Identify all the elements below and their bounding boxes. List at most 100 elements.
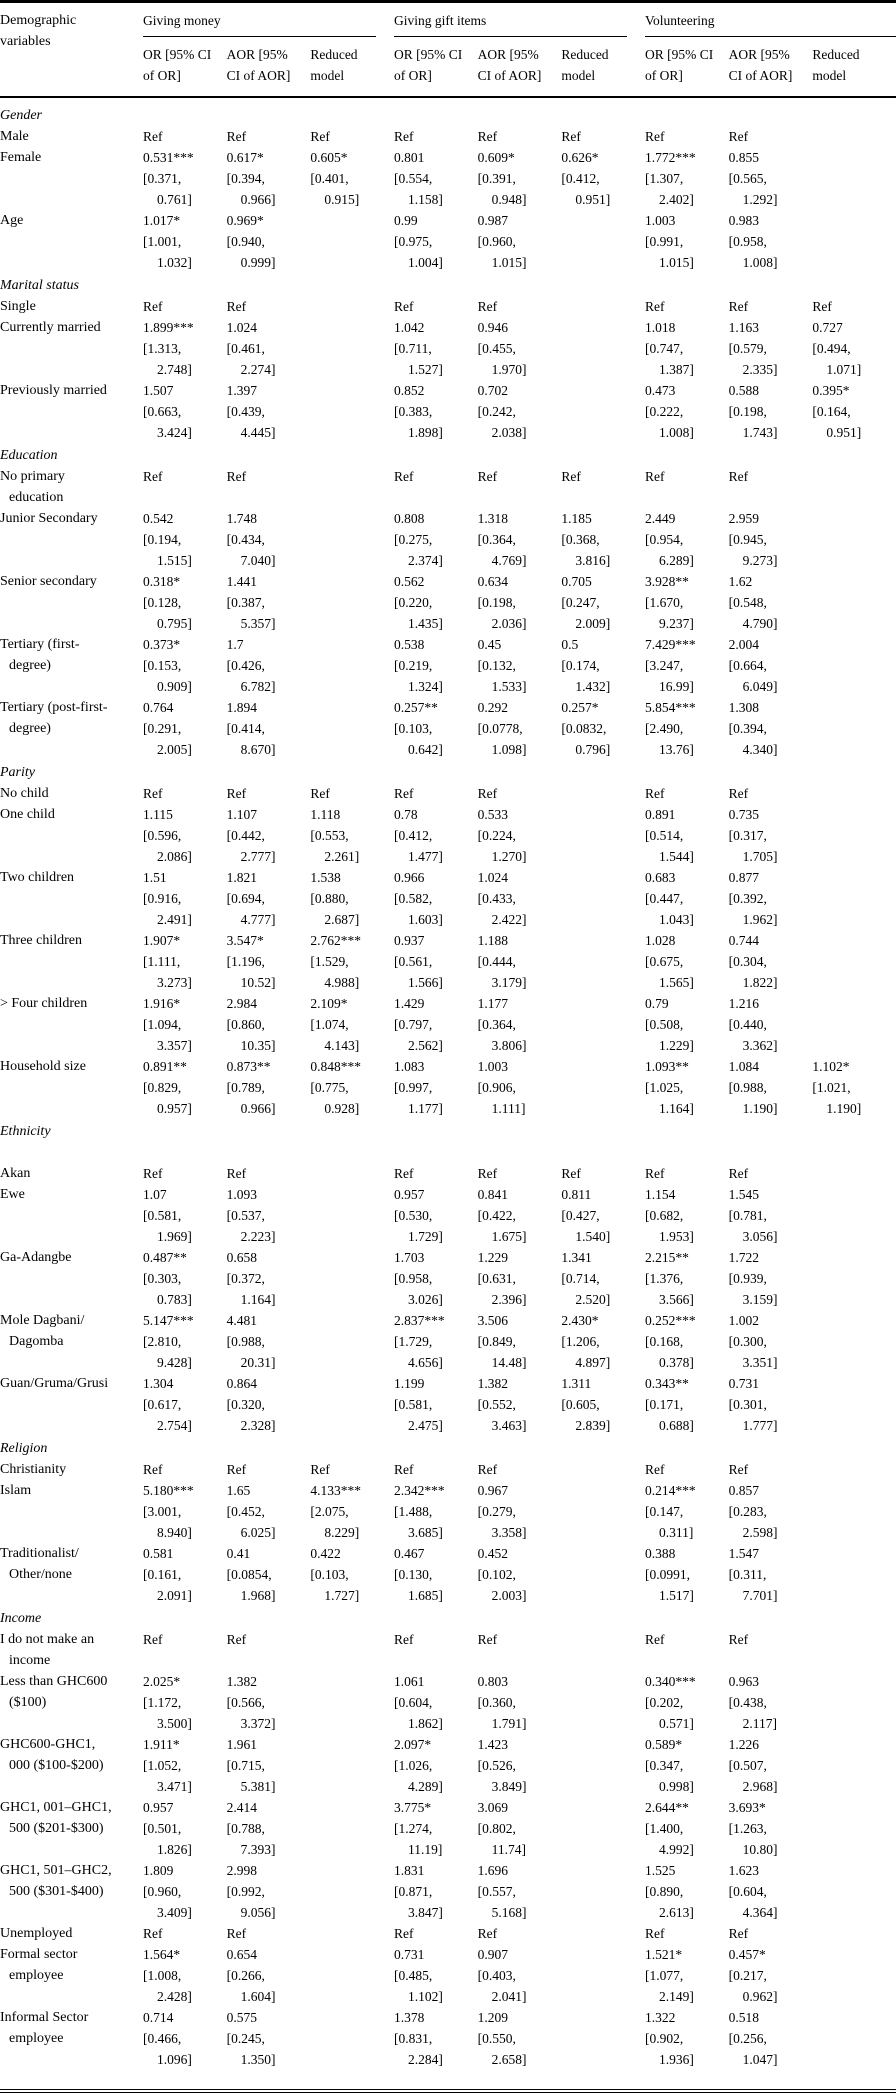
ci-line-2: 8.229] [324,1525,360,1540]
table-cell [812,930,896,993]
ci-line-1: [0.168, [644,1334,684,1349]
table-cell [812,993,896,1056]
cell-value: 2.025* [143,1674,181,1689]
ci-line-2: 2.091] [157,1588,192,1603]
table-cell: 0.473 [0.222, 1.008] [645,380,729,443]
cell-value: 1.185 [561,511,592,526]
table-cell: 1.51 [0.916, 2.491] [143,867,227,930]
ci-line-1: [1.206, [561,1334,600,1349]
table-cell: Ref [227,296,311,317]
cell-value: 0.957 [393,1187,425,1202]
table-cell [310,317,394,380]
ci-line-1: [0.906, [477,1080,516,1095]
ci-line-2: 3.409] [157,1905,192,1920]
cell-value: 2.644** [644,1800,689,1815]
ci-line-2: 7.040] [240,553,276,568]
ci-line-1: [0.222, [644,404,684,419]
cell-value: 0.467 [393,1546,425,1561]
ci-line-1: [0.132, [477,658,516,673]
ci-line-2: 2.009] [575,616,611,631]
table-cell: 0.727 [0.494, 1.071] [812,317,896,380]
table-cell: 1.748 [0.434, 7.040] [227,508,311,571]
ci-line-1: [0.789, [226,1080,265,1095]
table-cell: Ref [394,296,478,317]
table-cell [310,380,394,443]
cell-value: Ref [393,1166,414,1181]
table-cell: Ref [478,783,562,804]
table-cell: Ref [645,1163,729,1184]
ci-line-2: 1.158] [407,192,443,207]
column-group-title: Volunteering [644,10,896,37]
table-cell [561,296,645,317]
cell-value: 1.118 [310,807,341,822]
table-cell [812,1797,896,1860]
table-cell: Ref [729,1923,813,1944]
ci-line-1: [2.075, [310,1504,349,1519]
table-row: Traditionalist/ Other/none 0.581 [0.161, 2.… [0,1543,896,1606]
cell-value: 1.209 [477,2010,509,2025]
ci-line-2: 1.527] [407,362,443,377]
table-cell [812,1944,896,2007]
row-label: Previously married [0,383,107,398]
table-cell [812,1629,896,1671]
table-cell: 1.024 [0.461, 2.274] [227,317,311,380]
cell-value: Ref [644,1926,665,1941]
table-cell: 1.229 [0.631, 2.396] [478,1247,562,1310]
cell-value: 0.457* [728,1947,766,1962]
cell-value: 2.342*** [393,1483,445,1498]
ci-line-1: [0.466, [143,2031,182,2046]
ci-line-1: [0.663, [143,404,182,419]
ci-line-2: 1.111] [491,1101,526,1116]
ci-line-1: [0.279, [477,1504,516,1519]
table-cell: 0.252*** [0.168, 0.378] [645,1310,729,1373]
cell-value: Ref [644,1166,665,1181]
table-cell [812,571,896,634]
table-cell [561,1671,645,1734]
column-header: Reduced model [561,47,609,83]
cell-value: Ref [561,469,581,484]
row-label: Female [0,150,42,165]
table-cell: 1.07 [0.581, 1.969] [143,1184,227,1247]
ci-line-1: [0.631, [477,1271,516,1286]
ci-line-1: [0.508, [644,1017,684,1032]
table-cell: 0.292 [0.0778, 1.098] [478,697,562,760]
ci-line-1: [1.074, [310,1017,349,1032]
ci-line-2: 4.364] [742,1905,778,1920]
cell-value: 3.693* [728,1800,766,1815]
cell-value: 1.397 [226,383,258,398]
ci-line-1: [0.130, [393,1567,433,1582]
table-cell: 0.452 [0.102, 2.003] [478,1543,562,1606]
table-cell: 0.946 [0.455, 1.970] [478,317,562,380]
cell-value: 0.538 [393,637,425,652]
table-row: > Four children 1.916* [1.094, 3.357] 2.984 [… [0,993,896,1056]
cell-value: 0.452 [477,1546,509,1561]
column-header: OR [95% CI of OR] [393,47,463,83]
table-cell [310,634,394,697]
ci-line-2: 3.471] [157,1779,192,1794]
ci-line-2: 9.273] [742,553,778,568]
cell-value: Ref [728,469,749,484]
ci-line-2: 4.992] [658,1842,694,1857]
table-cell: 0.855 [0.565, 1.292] [729,147,813,210]
column-header: AOR [95% CI of AOR] [728,47,793,83]
ci-line-1: [0.682, [644,1208,684,1223]
ci-line-1: [0.871, [393,1884,433,1899]
table-cell: 1.899*** [1.313, 2.748] [143,317,227,380]
table-cell: 0.857 [0.283, 2.598] [729,1480,813,1543]
table-cell: 0.983 [0.958, 1.008] [729,210,813,273]
ci-line-2: 11.74] [491,1842,527,1857]
ci-line-2: 1.190] [826,1101,862,1116]
cell-value: 1.199 [393,1376,425,1391]
table-cell: 1.102* [1.021, 1.190] [812,1056,896,1119]
ci-line-2: 1.685] [407,1588,443,1603]
table-row: GHC600-GHC1, 000 ($100-$200) 1.911* [1.052… [0,1734,896,1797]
table-cell: 0.634 [0.198, 2.036] [478,571,562,634]
ci-line-2: 2.422] [491,912,527,927]
ci-line-2: 3.362] [742,1038,778,1053]
row-label: Ewe [0,1187,25,1202]
cell-value: Ref [561,1166,581,1181]
table-cell: 7.429*** [3.247, 16.99] [645,634,729,697]
ci-line-2: 0.957] [157,1101,192,1116]
table-cell: 0.626* [0.412, 0.951] [561,147,645,210]
table-row: Guan/Gruma/Grusi 1.304 [0.617, 2.754] 0.864 [… [0,1373,896,1436]
